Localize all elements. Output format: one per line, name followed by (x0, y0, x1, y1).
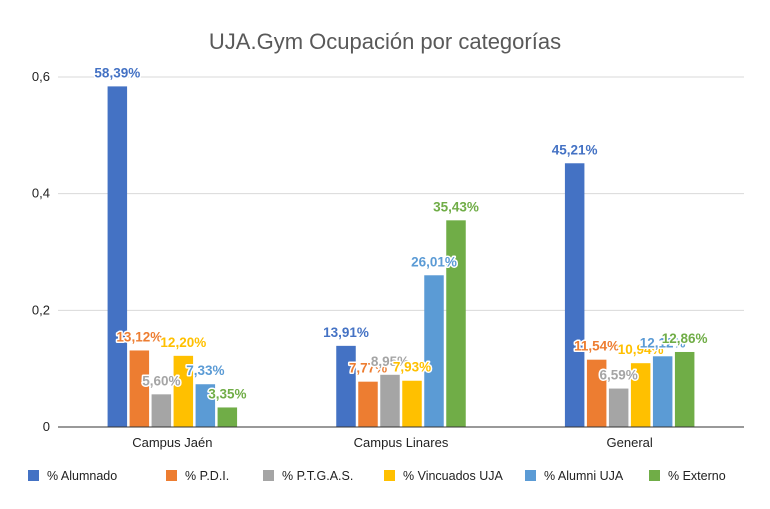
y-tick-label: 0,6 (32, 69, 50, 84)
bar (652, 356, 673, 427)
data-label: 10,94% (618, 342, 664, 357)
bar (674, 351, 695, 427)
data-label: 8,95% (371, 354, 409, 369)
bar (358, 381, 378, 427)
legend-label: % Externo (668, 469, 726, 483)
legend-label: % Alumni UJA (544, 469, 624, 483)
y-tick-label: 0 (43, 419, 50, 434)
data-labels: 58,39% 13,12% 5,60% 12,20% 7,33% 3,35% 13,91% 7… (93, 64, 709, 403)
bar (173, 355, 194, 427)
bars (107, 86, 695, 428)
data-label: 26,01% (411, 254, 457, 269)
data-label: 5,60% (142, 373, 180, 388)
bar (336, 345, 356, 427)
legend-label: % Vincuados UJA (403, 469, 503, 483)
data-label: 7,93% (393, 360, 431, 375)
legend-label: % P.T.G.A.S. (282, 469, 353, 483)
data-label: 6,59% (600, 368, 638, 383)
legend-swatch (384, 470, 395, 481)
bar (564, 163, 585, 427)
bar (630, 363, 651, 427)
data-label: 12,20% (160, 335, 206, 350)
data-label: 7,33% (186, 363, 224, 378)
data-label: 12,12% (640, 335, 686, 350)
data-label: 7,77% (349, 361, 387, 376)
bar (446, 220, 466, 427)
bar (107, 86, 128, 428)
legend-label: % Alumnado (47, 469, 117, 483)
bar (586, 359, 607, 427)
x-tick-label: General (607, 435, 653, 450)
data-label: 45,21% (552, 142, 598, 157)
bar (195, 384, 216, 427)
data-label: 11,54% (574, 339, 619, 354)
legend-swatch (166, 470, 177, 481)
bar (217, 407, 238, 427)
data-label: 13,91% (323, 325, 369, 340)
data-label: 58,39% (94, 65, 140, 80)
data-label: 3,35% (208, 386, 246, 401)
chart-title: UJA.Gym Ocupación por categorías (209, 29, 561, 54)
data-label: 12,86% (662, 331, 708, 346)
bar (151, 394, 172, 427)
bar (129, 350, 150, 427)
data-label: 35,43% (433, 199, 479, 214)
legend-swatch (263, 470, 274, 481)
gridlines (58, 76, 744, 311)
x-tick-label: Campus Linares (354, 435, 449, 450)
legend-swatch (649, 470, 660, 481)
y-tick-label: 0,4 (32, 186, 50, 201)
y-tick-label: 0,2 (32, 302, 50, 317)
legend: % Alumnado % P.D.I. % P.T.G.A.S. % Vincuado… (28, 469, 726, 483)
bar (424, 275, 444, 427)
x-tick-label: Campus Jaén (132, 435, 212, 450)
legend-label: % P.D.I. (185, 469, 229, 483)
legend-swatch (525, 470, 536, 481)
bar (380, 374, 400, 427)
y-axis-ticks: 0 0,2 0,4 0,6 (32, 69, 50, 434)
x-axis: Campus Jaén Campus Linares General (58, 426, 744, 450)
data-label: 13,12% (116, 329, 162, 344)
bar (608, 388, 629, 427)
legend-swatch (28, 470, 39, 481)
bar (402, 380, 422, 427)
